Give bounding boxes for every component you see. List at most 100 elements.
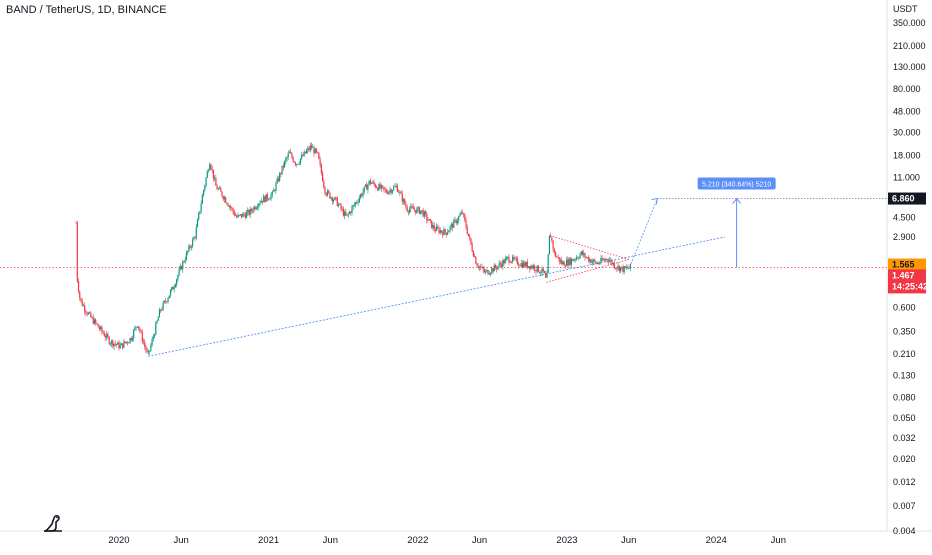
- candle-body: [615, 267, 617, 269]
- candle-body: [600, 258, 602, 263]
- candle-body: [163, 300, 165, 303]
- candle-body: [564, 265, 566, 267]
- candle-body: [187, 251, 189, 253]
- candle-body: [229, 206, 232, 208]
- candle-body: [282, 165, 284, 168]
- candle-body: [356, 202, 358, 204]
- candle-body: [179, 266, 181, 270]
- candle-body: [176, 279, 178, 285]
- candle-body: [513, 256, 515, 259]
- candle-body: [200, 203, 202, 212]
- candle-body: [570, 259, 573, 265]
- candle-body: [583, 253, 585, 255]
- candle-body: [199, 211, 201, 214]
- candle-body: [361, 194, 363, 196]
- candle-body: [212, 169, 215, 179]
- candle-body: [481, 266, 483, 268]
- candle-body: [581, 251, 584, 255]
- candle-body: [491, 268, 493, 273]
- candle-body: [578, 258, 580, 259]
- candle-body: [114, 343, 116, 345]
- candle-body: [96, 322, 98, 325]
- candle-body: [332, 199, 335, 202]
- y-tick-label: 0.007: [893, 501, 916, 511]
- candle-body: [374, 184, 376, 188]
- candle-body: [497, 266, 499, 270]
- candle-body: [498, 263, 500, 267]
- candle-body: [434, 229, 436, 231]
- candle-body: [183, 261, 185, 263]
- candle-body: [424, 211, 427, 214]
- candle-body: [386, 192, 389, 194]
- candle-body: [75, 222, 77, 224]
- candle-body: [164, 300, 167, 302]
- x-tick-label: 2024: [706, 535, 727, 546]
- candle-body: [359, 194, 362, 198]
- candle-body: [401, 193, 403, 202]
- candle-body: [433, 224, 435, 230]
- candle-body: [540, 272, 542, 274]
- candle-body: [136, 326, 138, 328]
- candle-body: [335, 197, 337, 199]
- candle-body: [449, 226, 451, 231]
- candle-body: [325, 193, 327, 196]
- last-price-badge-bg: [888, 269, 926, 294]
- candle-body: [470, 238, 472, 245]
- candle-body: [607, 260, 609, 262]
- y-tick-label: 11.000: [893, 172, 920, 182]
- candle-body: [380, 185, 383, 189]
- candle-body: [429, 219, 432, 221]
- candle-body: [222, 196, 224, 200]
- candle-body: [421, 210, 423, 211]
- candle-body: [606, 258, 608, 261]
- candle-body: [191, 239, 194, 247]
- x-tick-label: Jun: [621, 535, 636, 546]
- projection-arrow: [629, 198, 658, 268]
- candle-body: [499, 263, 501, 265]
- candle-body: [339, 203, 341, 205]
- candle-body: [368, 180, 370, 185]
- x-tick-label: 2022: [407, 535, 428, 546]
- y-tick-label: 0.004: [893, 526, 916, 536]
- target-price-badge: 6.860: [892, 194, 915, 204]
- candle-body: [459, 214, 461, 217]
- candle-body: [320, 164, 322, 173]
- candle-body: [552, 240, 554, 250]
- candle-body: [345, 211, 347, 216]
- candle-body: [258, 203, 260, 207]
- candle-body: [217, 188, 219, 190]
- candle-body: [155, 323, 157, 335]
- candle-body: [297, 164, 299, 165]
- candle-body: [264, 196, 266, 202]
- candle-body: [357, 201, 359, 203]
- candle-body: [84, 305, 86, 312]
- candle-body: [363, 186, 365, 192]
- candle-body: [397, 191, 400, 193]
- candle-body: [471, 244, 473, 252]
- candle-body: [291, 153, 293, 158]
- candle-body: [263, 196, 265, 203]
- candle-body: [585, 257, 587, 259]
- candle-body: [539, 271, 541, 273]
- candle-body: [122, 343, 124, 348]
- candle-body: [402, 199, 405, 202]
- candle-body: [341, 208, 343, 210]
- candle-body: [626, 267, 628, 269]
- candle-body: [542, 268, 544, 272]
- candle-body: [375, 187, 378, 188]
- candle-body: [465, 220, 467, 228]
- candle-body: [287, 153, 289, 158]
- candle-body: [561, 260, 563, 265]
- candle-body: [234, 215, 237, 217]
- candle-body: [472, 251, 474, 257]
- candle-body: [443, 229, 445, 236]
- candle-body: [174, 284, 177, 287]
- y-tick-label: 30.000: [893, 128, 921, 138]
- candle-body: [88, 312, 91, 314]
- candle-body: [455, 219, 457, 224]
- candle-body: [259, 202, 261, 204]
- candle-body: [180, 266, 183, 270]
- candle-body: [146, 350, 148, 352]
